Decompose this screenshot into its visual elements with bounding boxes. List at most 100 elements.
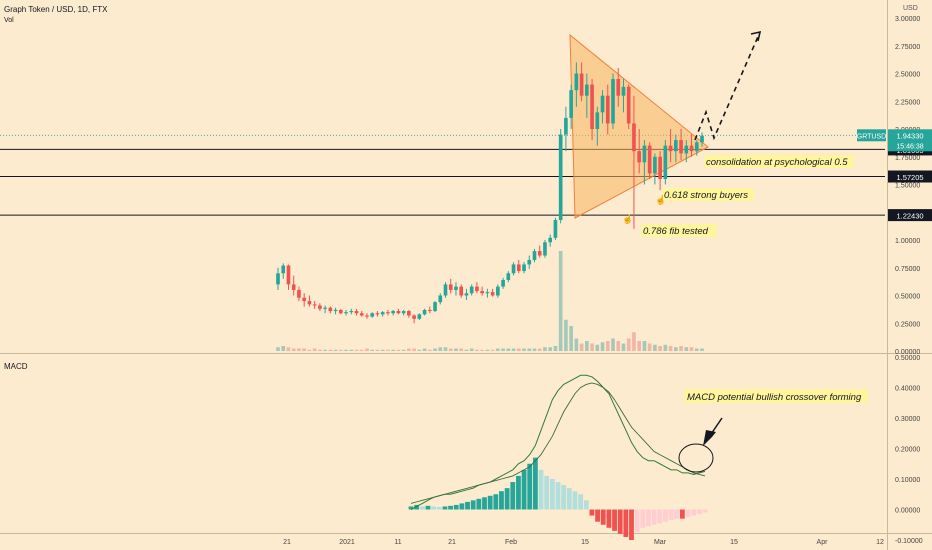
macd-axis-label: 0.50000: [895, 355, 920, 362]
candle-body: [291, 284, 296, 290]
candle-body: [396, 311, 401, 314]
volume-bar: [396, 349, 401, 351]
candle-body: [663, 145, 668, 179]
macd-histogram-bar: [668, 509, 674, 521]
volume-bar: [527, 348, 532, 351]
candle-body: [642, 145, 647, 163]
volume-bar: [475, 349, 479, 351]
volume-bar: [595, 344, 600, 351]
candle-body: [673, 140, 678, 152]
macd-histogram-bar: [414, 504, 420, 510]
volume-bar: [543, 347, 547, 351]
volume-bar: [605, 341, 610, 351]
macd-histogram-bar: [572, 491, 578, 510]
candle-body: [611, 79, 615, 124]
volume-bar: [323, 349, 327, 351]
volume-bar: [386, 349, 390, 351]
price-axis-label: 0.75000: [895, 266, 920, 273]
macd-histogram-bar: [674, 509, 680, 519]
volume-bar: [689, 347, 694, 351]
volume-bar: [611, 338, 615, 351]
macd-histogram-bar: [465, 501, 470, 510]
annotation-text: consolidation at psychological 0.5: [706, 157, 848, 168]
volume-bar: [647, 343, 652, 351]
macd-histogram-bar: [482, 497, 487, 510]
volume-bar: [438, 347, 443, 351]
candle-body: [564, 117, 568, 135]
macd-histogram-bar: [504, 488, 510, 510]
projection-arrowhead: [750, 30, 762, 42]
candle-body: [537, 251, 542, 256]
candle-body: [365, 315, 369, 317]
volume-bar: [673, 347, 678, 351]
volume-bar: [668, 346, 673, 351]
macd-histogram-bar: [493, 494, 499, 510]
macd-histogram-bar: [436, 507, 442, 510]
candle-body: [569, 90, 573, 118]
candle-body: [370, 313, 375, 317]
price-axis-label: 3.00000: [895, 16, 920, 23]
candle-body: [312, 304, 317, 306]
candle-body: [318, 305, 322, 309]
candle-body: [323, 307, 327, 309]
candle-body: [438, 295, 443, 303]
time-axis-label: Feb: [505, 539, 517, 546]
macd-histogram-bar: [696, 509, 702, 515]
volume-bar: [469, 348, 474, 351]
candle-body: [694, 142, 699, 152]
volume-bar: [621, 343, 626, 351]
macd-histogram-bar: [549, 479, 555, 510]
macd-histogram-bar: [679, 509, 685, 519]
candle-body: [344, 312, 348, 314]
pointer-icon: ☝: [622, 213, 633, 225]
macd-histogram-bar: [408, 506, 414, 510]
time-axis-label: 21: [283, 539, 291, 546]
candle-body: [684, 145, 689, 154]
volume-bar: [459, 348, 464, 351]
macd-axis-label: -0.10000: [895, 538, 923, 545]
macd-histogram-bar: [663, 509, 668, 522]
macd-histogram-bar: [589, 509, 595, 516]
volume-bar: [516, 348, 521, 351]
volume-bar: [380, 349, 385, 351]
candle-body: [621, 86, 626, 96]
volume-bar: [548, 347, 553, 351]
candle-body: [412, 315, 416, 319]
macd-annotation-bg: [684, 389, 868, 403]
price-axis-label: 0.00000: [895, 349, 920, 356]
price-axis-label: 1.50000: [895, 183, 920, 190]
volume-bar: [448, 348, 453, 351]
macd-histogram-bar: [516, 475, 521, 510]
macd-histogram-bar: [510, 482, 516, 510]
price-level-badge: [888, 209, 932, 222]
volume-bar: [276, 347, 280, 351]
volume-bar: [286, 347, 291, 351]
symmetrical-triangle: [569, 33, 709, 219]
macd-histogram-bar: [702, 509, 708, 513]
last-price-text: 1.94330: [896, 131, 923, 140]
candle-body: [380, 312, 385, 315]
volume-bar: [637, 341, 642, 351]
candle-body: [595, 112, 600, 129]
volume-bar: [480, 349, 484, 351]
macd-histogram-bar: [685, 509, 691, 518]
time-axis-label: 15: [730, 539, 738, 546]
volume-bar: [454, 348, 458, 351]
volume-bar: [679, 346, 683, 351]
candle-body: [459, 286, 464, 296]
macd-histogram-bar: [499, 491, 504, 510]
candle-body: [558, 134, 563, 221]
macd-histogram-bar: [521, 469, 527, 510]
candle-body: [328, 307, 333, 312]
candle-body: [590, 84, 594, 129]
time-axis-label: Apr: [817, 539, 829, 546]
volume-bar: [600, 342, 605, 351]
candle-body: [276, 273, 280, 285]
time-axis-label: Mar: [654, 539, 667, 546]
macd-histogram-bar: [453, 504, 459, 510]
candle-body: [668, 145, 673, 152]
macd-histogram-bar: [640, 509, 646, 528]
candle-body: [475, 286, 479, 292]
volume-bar: [585, 341, 589, 351]
